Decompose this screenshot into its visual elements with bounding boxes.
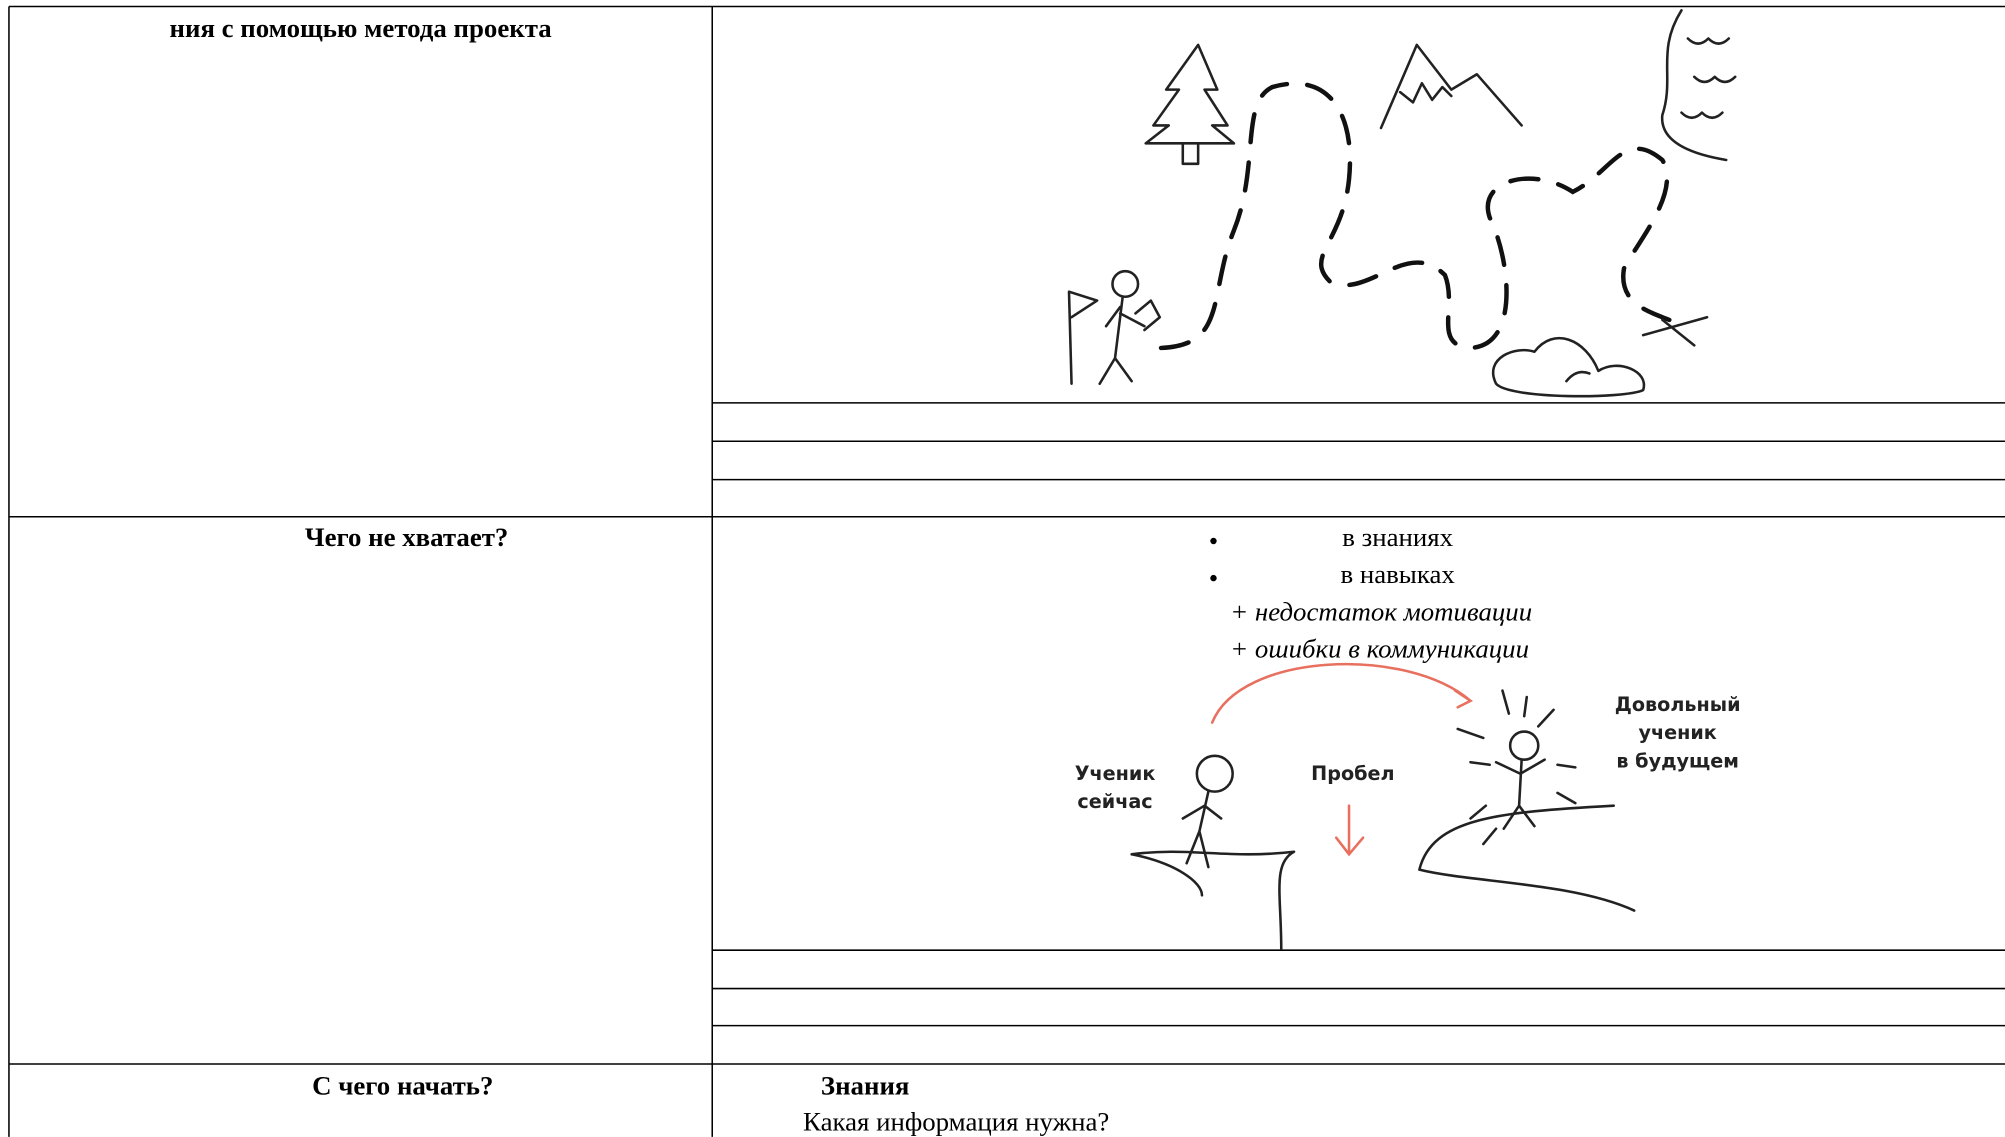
table-grid: [8, 5, 2005, 1137]
figure-label: ученик: [1638, 721, 1716, 744]
figure-label: Ученик: [1075, 762, 1156, 785]
note-text: + ошибки в коммуникации: [1230, 633, 1529, 663]
row-label: С чего начать?: [312, 1071, 493, 1101]
question-text: Какая информация нужна?: [803, 1106, 1109, 1136]
bullet-text: в знаниях: [1342, 522, 1453, 552]
row-label: ния с помощью метода проекта: [170, 13, 553, 43]
figure-label: в будущем: [1616, 749, 1739, 772]
figure-label: Пробел: [1311, 762, 1394, 785]
map-illustration: [1067, 9, 1737, 398]
bullet-text: в навыках: [1340, 559, 1455, 589]
figure-label: сейчас: [1077, 790, 1152, 813]
bullets: [1210, 537, 1217, 582]
row-label: Чего не хватает?: [305, 522, 508, 552]
figure-label: Довольный: [1615, 693, 1741, 716]
section-heading: Знания: [821, 1071, 910, 1101]
gap-illustration: [1130, 662, 1636, 951]
note-text: + недостаток мотивации: [1230, 596, 1532, 626]
